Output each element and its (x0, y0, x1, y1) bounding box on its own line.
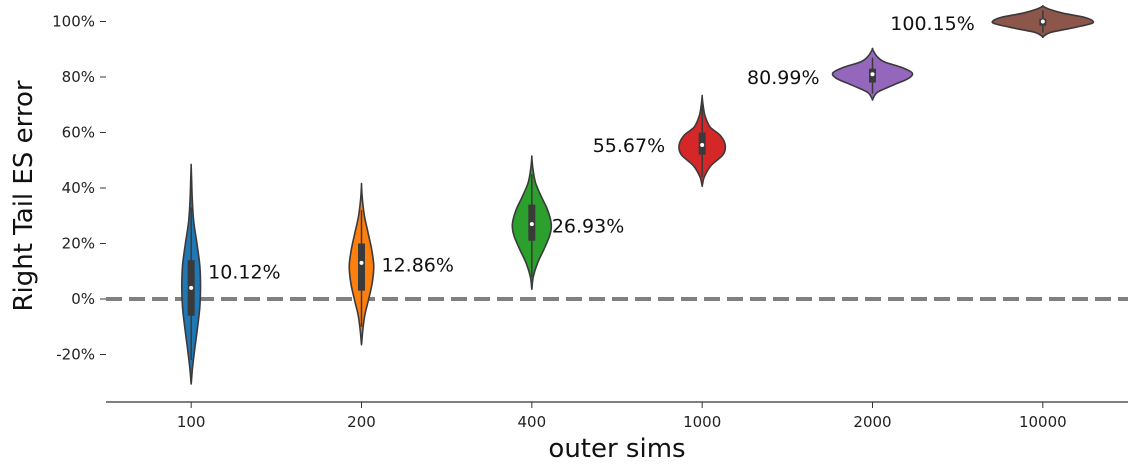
x-tick-label: 100 (177, 413, 206, 431)
mean-annotation-100: 10.12% (208, 261, 280, 283)
mean-annotation-400: 26.93% (552, 215, 624, 237)
violin-median-dot (359, 260, 364, 265)
violin-median-dot (700, 142, 705, 147)
mean-annotation-1000: 55.67% (593, 135, 665, 157)
violin-median-dot (529, 222, 534, 227)
violin-median-dot (189, 285, 194, 290)
violins: 10.12% 12.86% 26.93% 55.67% 80.99% 100.15% (181, 5, 1095, 385)
mean-annotation-2000: 80.99% (747, 67, 819, 89)
x-tick-label: 400 (518, 413, 547, 431)
x-tick-label: 1000 (683, 413, 721, 431)
y-tick-label: 80% (62, 68, 95, 86)
violin-100 (181, 163, 202, 385)
violin-1000 (678, 94, 727, 188)
violin-median-dot (870, 72, 875, 77)
y-axis: -20% 0% 20% 40% 60% 80% 100% (52, 13, 106, 364)
violin-200 (348, 182, 375, 346)
violin-10000 (991, 5, 1095, 39)
violin-median-dot (1040, 19, 1045, 24)
mean-annotation-10000: 100.15% (890, 13, 975, 35)
violin-iqr-box (358, 243, 365, 291)
y-tick-label: 60% (62, 124, 95, 142)
y-axis-title: Right Tail ES error (9, 80, 39, 311)
x-tick-label: 10000 (1019, 413, 1067, 431)
x-tick-label: 200 (347, 413, 376, 431)
x-tick-label: 2000 (853, 413, 891, 431)
x-axis: 100 200 400 1000 2000 10000 (106, 401, 1128, 431)
mean-annotation-200: 12.86% (382, 254, 454, 276)
violin-400 (511, 155, 553, 291)
y-tick-label: 0% (71, 290, 95, 308)
y-tick-label: 40% (62, 179, 95, 197)
y-tick-label: 20% (62, 235, 95, 253)
y-tick-label: 100% (52, 13, 95, 31)
y-tick-label: -20% (56, 346, 95, 364)
violin-2000 (831, 47, 914, 101)
x-axis-title: outer sims (548, 434, 685, 464)
